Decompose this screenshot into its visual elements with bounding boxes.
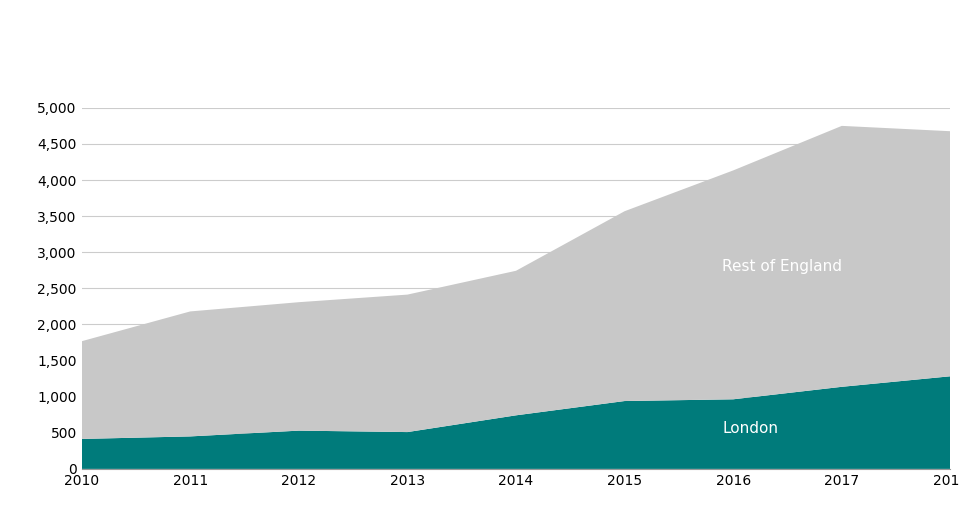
Text: Rest of England: Rest of England	[722, 259, 842, 274]
Text: autumn 2010 to autumn 2018: autumn 2010 to autumn 2018	[12, 57, 280, 71]
Text: London: London	[722, 421, 779, 436]
Text: Chart 1: Number of people sleeping rough, England, London and Rest of England,: Chart 1: Number of people sleeping rough…	[12, 20, 752, 35]
